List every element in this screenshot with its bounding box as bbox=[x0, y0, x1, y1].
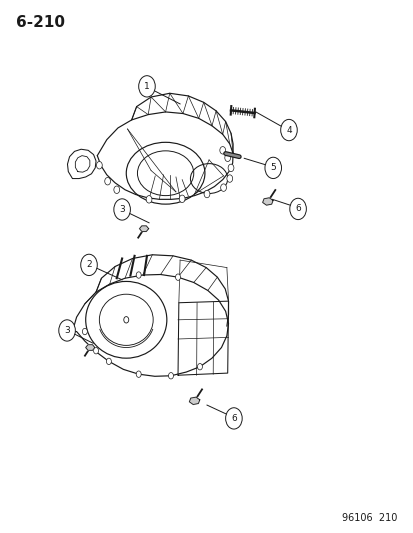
Circle shape bbox=[93, 348, 98, 354]
Circle shape bbox=[220, 184, 226, 191]
Polygon shape bbox=[139, 226, 148, 231]
Text: 96106  210: 96106 210 bbox=[341, 513, 396, 523]
Circle shape bbox=[168, 373, 173, 379]
Circle shape bbox=[104, 177, 110, 185]
Circle shape bbox=[264, 157, 281, 179]
Text: 6-210: 6-210 bbox=[16, 15, 64, 30]
Circle shape bbox=[280, 119, 297, 141]
Circle shape bbox=[106, 358, 111, 365]
Circle shape bbox=[226, 175, 232, 182]
Circle shape bbox=[179, 195, 185, 203]
Circle shape bbox=[136, 272, 141, 278]
Polygon shape bbox=[189, 397, 199, 405]
Circle shape bbox=[224, 154, 230, 161]
Circle shape bbox=[59, 320, 75, 341]
Circle shape bbox=[136, 371, 141, 377]
Circle shape bbox=[114, 199, 130, 220]
Text: 2: 2 bbox=[86, 261, 92, 269]
Circle shape bbox=[225, 408, 242, 429]
Circle shape bbox=[96, 161, 102, 169]
Circle shape bbox=[146, 196, 152, 203]
Circle shape bbox=[81, 254, 97, 276]
Circle shape bbox=[82, 328, 87, 335]
Text: 6: 6 bbox=[230, 414, 236, 423]
Circle shape bbox=[175, 274, 180, 280]
Text: 3: 3 bbox=[64, 326, 70, 335]
Text: 3: 3 bbox=[119, 205, 125, 214]
Circle shape bbox=[228, 164, 233, 172]
Circle shape bbox=[204, 190, 209, 198]
Circle shape bbox=[123, 317, 128, 323]
Text: 5: 5 bbox=[270, 164, 275, 172]
Circle shape bbox=[289, 198, 306, 220]
Circle shape bbox=[219, 147, 225, 154]
Text: 1: 1 bbox=[144, 82, 150, 91]
Circle shape bbox=[138, 76, 155, 97]
Polygon shape bbox=[85, 345, 95, 350]
Circle shape bbox=[114, 186, 119, 193]
Text: 6: 6 bbox=[294, 205, 300, 213]
Circle shape bbox=[197, 364, 202, 370]
Text: 4: 4 bbox=[285, 126, 291, 134]
Polygon shape bbox=[262, 198, 273, 205]
